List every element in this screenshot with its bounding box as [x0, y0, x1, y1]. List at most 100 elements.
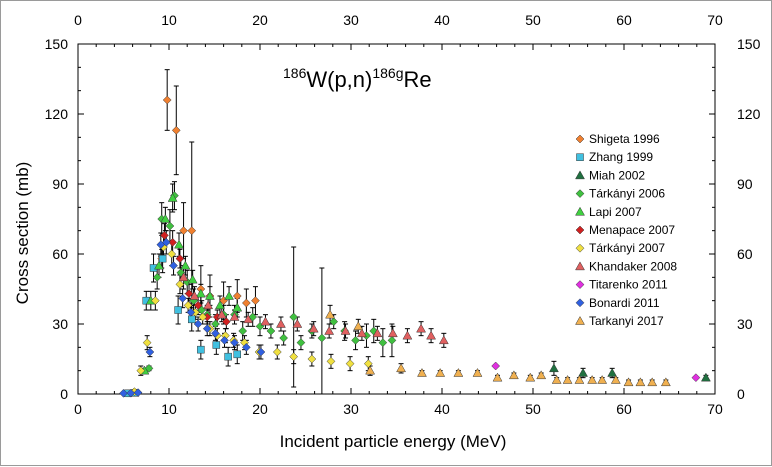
data-point-tarkanyi-2017 [574, 374, 585, 384]
legend-label: Miah 2002 [589, 168, 645, 182]
legend-entry-titarenko-2011: Titarenko 2011 [575, 278, 668, 292]
title-mass-number-1: 186 [283, 65, 307, 81]
data-point-lapi-2007 [232, 302, 243, 312]
x-tick-label-top: 30 [343, 12, 359, 28]
data-point-zhang-1999 [233, 350, 241, 359]
data-point-bonardi-2011 [193, 319, 203, 329]
data-point-zhang-1999 [224, 352, 232, 361]
data-point-bonardi-2011 [211, 328, 220, 338]
data-point-shigeta-1996 [162, 95, 172, 105]
data-point-tarkanyi-2017 [353, 321, 364, 331]
data-point-menapace-2007 [221, 317, 231, 327]
data-point-khandaker-2008 [216, 309, 227, 319]
data-point-shigeta-1996 [187, 226, 197, 236]
data-point-tarkanyi-2007 [289, 352, 299, 362]
data-point-shigeta-1996 [241, 298, 251, 308]
y-tick-label-right: 150 [737, 36, 761, 52]
data-point-tarkanyi-2007 [150, 296, 160, 306]
data-point-tarkanyi-2007 [136, 366, 146, 376]
data-point-tarkanyi-2007 [183, 300, 193, 310]
legend-entry-zhang-1999: Zhang 1999 [576, 150, 653, 164]
legend-label: Tarkanyi 2017 [589, 314, 664, 328]
x-axis-title: Incident particle energy (MeV) [280, 432, 507, 451]
legend-label: Lapi 2007 [589, 205, 642, 219]
data-point-zhang-1999 [212, 341, 221, 349]
data-point-khandaker-2008 [243, 314, 254, 324]
legend-label: Shigeta 1996 [589, 132, 660, 146]
legend-marker-zhang-1999 [576, 153, 584, 161]
data-point-tarkanyi-2017 [365, 365, 376, 375]
legend-entry-shigeta-1996: Shigeta 1996 [575, 132, 660, 146]
data-point-tarkanyi-2006 [329, 317, 339, 327]
data-point-shigeta-1996 [232, 291, 242, 301]
data-point-menapace-2007 [160, 230, 169, 240]
data-point-bonardi-2011 [161, 237, 171, 247]
x-tick-label-top: 50 [525, 12, 541, 28]
data-point-zhang-1999 [197, 345, 205, 354]
legend-label: Titarenko 2011 [589, 278, 668, 292]
data-point-tarkanyi-2006 [289, 312, 299, 322]
data-point-lapi-2007 [154, 260, 164, 270]
data-point-tarkanyi-2006 [165, 221, 175, 231]
legend-marker-menapace-2007 [575, 225, 585, 235]
x-tick-label-top: 60 [616, 12, 632, 28]
data-point-lapi-2007 [160, 213, 171, 223]
x-tick-label-bottom: 10 [161, 401, 177, 417]
x-tick-label-top: 10 [161, 12, 177, 28]
data-point-khandaker-2008 [203, 300, 214, 310]
data-point-tarkanyi-2007 [326, 356, 336, 366]
y-tick-label-right: 90 [737, 176, 753, 192]
data-point-lapi-2007 [224, 290, 234, 300]
legend-marker-tarkanyi-2006 [575, 189, 585, 198]
data-point-lapi-2007 [174, 239, 184, 249]
data-point-zhang-1999 [158, 254, 167, 263]
legend-label: Tárkányi 2006 [589, 187, 665, 201]
data-point-bonardi-2011 [220, 335, 229, 345]
data-point-khandaker-2008 [260, 316, 271, 326]
legend-marker-lapi-2007 [575, 206, 585, 216]
data-point-tarkanyi-2017 [610, 374, 621, 384]
y-tick-label-left: 90 [52, 176, 68, 192]
data-point-khandaker-2008 [402, 330, 413, 340]
data-point-tarkanyi-2017 [587, 374, 598, 384]
data-point-khandaker-2008 [438, 335, 449, 345]
x-tick-label-top: 20 [252, 12, 268, 28]
data-point-tarkanyi-2007 [142, 338, 152, 348]
legend-label: Zhang 1999 [589, 150, 653, 164]
x-tick-label-bottom: 60 [616, 401, 632, 417]
legend-entry-tarkanyi-2007: Tárkányi 2007 [575, 241, 665, 255]
legend-marker-tarkanyi-2017 [575, 315, 585, 325]
data-point-tarkanyi-2006 [296, 338, 306, 348]
data-point-menapace-2007 [175, 254, 185, 264]
x-tick-label-bottom: 30 [343, 401, 359, 417]
data-point-tarkanyi-2017 [396, 363, 406, 373]
data-point-bonardi-2011 [133, 388, 143, 397]
y-tick-label-left: 150 [45, 36, 69, 52]
data-point-khandaker-2008 [324, 325, 335, 335]
data-point-khandaker-2008 [426, 330, 437, 340]
data-point-shigeta-1996 [251, 296, 260, 306]
data-point-khandaker-2008 [356, 328, 367, 338]
data-point-miah-2002 [549, 363, 559, 373]
data-point-tarkanyi-2017 [551, 374, 562, 384]
data-point-menapace-2007 [168, 237, 177, 247]
x-tick-label-bottom: 50 [525, 401, 541, 417]
data-point-bonardi-2011 [186, 307, 196, 317]
data-point-bonardi-2011 [119, 388, 128, 398]
x-tick-label-bottom: 40 [434, 401, 450, 417]
data-point-tarkanyi-2017 [536, 370, 547, 380]
legend-entry-menapace-2007: Menapace 2007 [575, 223, 675, 237]
data-point-shigeta-1996 [171, 125, 181, 135]
data-point-tarkanyi-2017 [597, 374, 608, 384]
data-point-tarkanyi-2007 [175, 279, 185, 289]
legend: Shigeta 1996 Zhang 1999 Miah 2002 Tárkányi … [575, 132, 677, 328]
data-point-tarkanyi-2017 [325, 309, 335, 319]
data-point-tarkanyi-2017 [635, 377, 646, 387]
plot-frame-layer [77, 43, 716, 395]
legend-label: Tárkányi 2007 [589, 241, 665, 255]
x-tick-label-top: 40 [434, 12, 450, 28]
data-point-shigeta-1996 [179, 226, 188, 236]
